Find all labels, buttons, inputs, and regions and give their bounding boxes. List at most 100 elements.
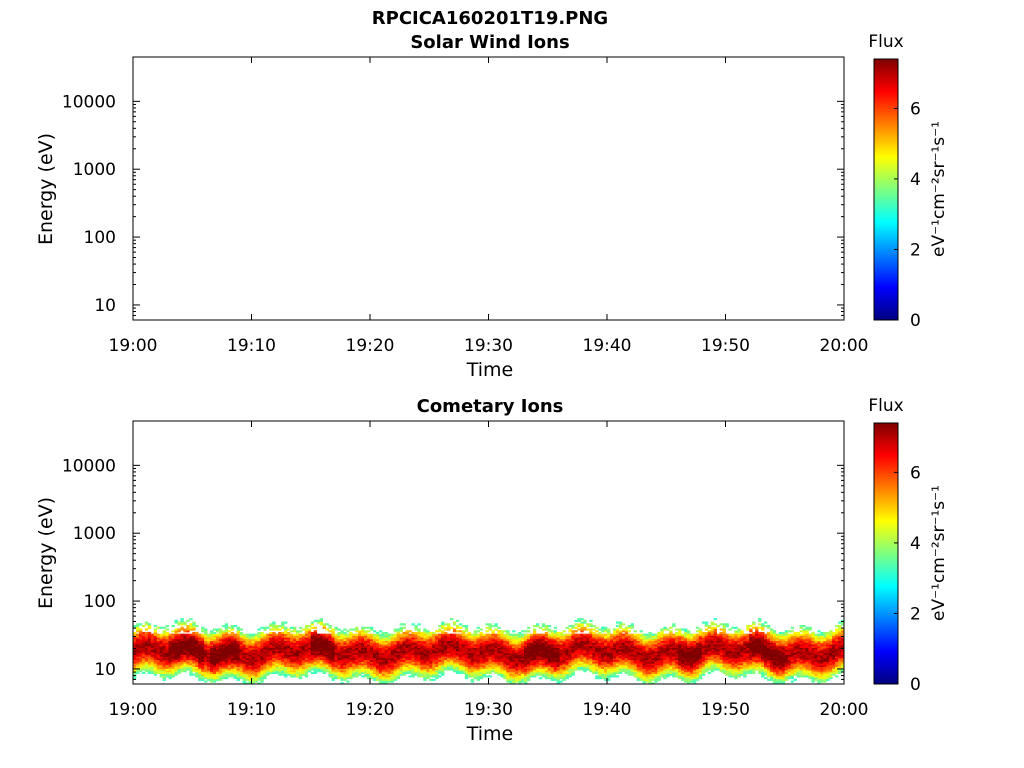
heatmap-cell [138,640,143,643]
heatmap-cell [464,635,469,638]
heatmap-cell [159,670,164,673]
heatmap-cell [346,647,350,650]
heatmap-cell [491,644,495,647]
heatmap-cell [364,663,368,666]
heatmap-cell [535,640,540,643]
heatmap-cell [461,635,466,638]
heatmap-cell [316,638,321,642]
heatmap-cell [307,654,312,657]
heatmap-cell [411,635,415,638]
heatmap-cell [500,638,504,642]
heatmap-cell [550,656,555,659]
heatmap-cell [346,673,350,676]
heatmap-cell [604,664,608,668]
heatmap-cell [515,666,519,669]
heatmap-cell [310,656,315,659]
heatmap-cell [165,659,169,662]
heatmap-cell [515,677,519,680]
heatmap-cell [604,649,608,652]
heatmap-cell [488,656,492,659]
heatmap-cell [402,656,406,659]
heatmap-cell [390,635,395,638]
heatmap-cell [441,656,445,659]
heatmap-cell [574,635,578,638]
heatmap-cell [183,668,187,671]
heatmap-cell [233,633,238,636]
heatmap-cell [544,666,549,669]
heatmap-cell [509,642,513,645]
heatmap-cell [601,640,605,643]
heatmap-cell [411,652,415,655]
heatmap-cell [586,656,590,659]
heatmap-cell [150,663,155,666]
heatmap-cell [325,647,329,650]
heatmap-cell [503,640,507,643]
heatmap-cell [609,661,614,664]
heatmap-cell [287,664,291,668]
heatmap-cell [331,652,335,655]
heatmap-cell [295,631,300,635]
heatmap-cell [612,656,617,659]
heatmap-cell [260,633,264,636]
heatmap-cell [562,670,566,673]
heatmap-cell [553,642,558,645]
heatmap-cell [518,666,522,669]
heatmap-cell [479,645,483,648]
heatmap-cell [227,652,232,655]
heatmap-cell [506,673,510,676]
heatmap-cell [550,663,555,666]
heatmap-cell [518,645,522,648]
heatmap-cell [479,647,483,650]
heatmap-cell [150,640,155,643]
heatmap-cell [648,668,652,671]
heatmap-cell [307,659,312,662]
heatmap-cell [399,666,403,669]
heatmap-cell [423,656,427,659]
heatmap-cell [529,656,534,659]
heatmap-cell [257,651,261,654]
heatmap-cell [648,633,652,636]
heatmap-cell [651,677,655,680]
heatmap-cell [367,630,371,633]
heatmap-cell [470,654,475,657]
heatmap-cell [331,656,335,659]
heatmap-cell [648,657,652,661]
heatmap-cell [488,663,492,666]
heatmap-cell [295,675,300,678]
heatmap-cell [260,677,264,680]
heatmap-cell [601,644,605,647]
heatmap-cell [378,668,383,671]
heatmap-cell [186,638,190,642]
heatmap-cell [455,651,460,654]
heatmap-cell [568,638,572,642]
heatmap-cell [583,626,587,629]
heatmap-cell [485,659,489,662]
heatmap-cell [580,630,584,633]
heatmap-cell [144,659,149,662]
heatmap-cell [198,645,202,648]
heatmap-cell [346,640,350,643]
heatmap-cell [449,637,454,640]
heatmap-cell [414,652,418,655]
heatmap-cell [198,640,202,643]
heatmap-cell [426,637,430,640]
heatmap-cell [180,649,184,652]
heatmap-cell [352,638,356,642]
heatmap-cell [455,647,460,650]
heatmap-cell [254,647,258,650]
heatmap-cell [230,649,235,652]
heatmap-cell [355,638,359,642]
heatmap-cell [272,645,276,648]
heatmap-cell [183,661,187,664]
heatmap-cell [245,675,249,678]
heatmap-cell [171,642,175,645]
heatmap-cell [349,666,353,669]
heatmap-cell [592,664,596,668]
heatmap-cell [420,645,424,648]
heatmap-cell [295,651,300,654]
heatmap-cell [618,626,623,629]
heatmap-cell [156,633,161,636]
heatmap-cell [307,625,312,628]
heatmap-cell [319,633,323,636]
heatmap-cell [168,675,172,678]
